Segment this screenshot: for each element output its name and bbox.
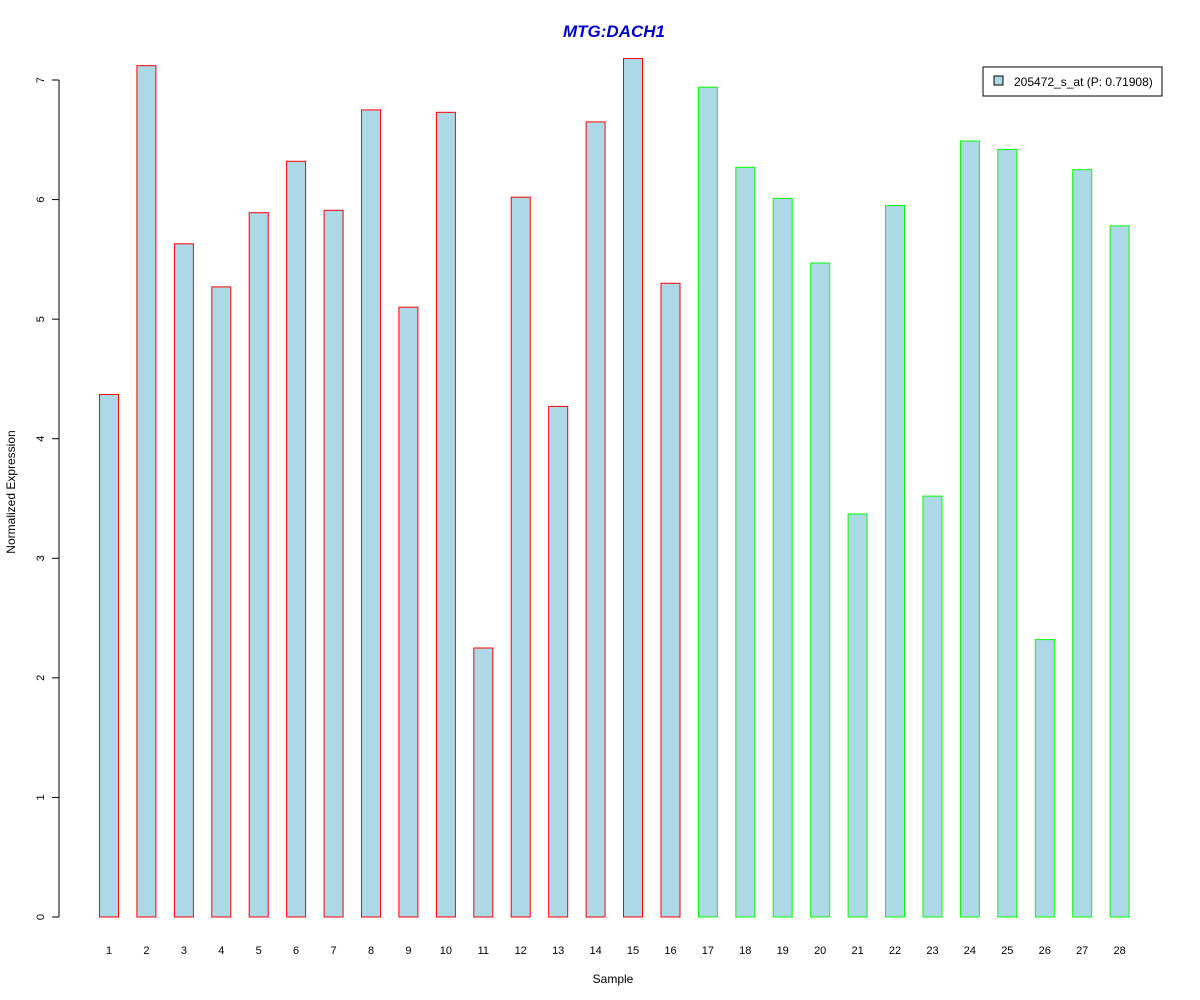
x-tick-label: 9 [405, 945, 411, 957]
legend-entry-label: 205472_s_at (P: 0.71908) [1014, 75, 1153, 89]
bar-sample-15 [623, 58, 643, 918]
x-tick-label: 19 [777, 945, 789, 957]
bar-sample-26 [1034, 639, 1055, 918]
bar-sample-11 [473, 647, 494, 918]
x-tick-label: 4 [218, 945, 224, 957]
bar-sample-25 [997, 148, 1018, 918]
bar-sample-4 [211, 286, 232, 918]
bar-sample-28 [1109, 225, 1130, 918]
bar-sample-14 [585, 121, 606, 918]
y-tick-label: 6 [35, 197, 47, 203]
y-tick-label: 0 [35, 914, 47, 920]
x-tick-label: 17 [702, 945, 714, 957]
x-tick-label: 15 [627, 945, 639, 957]
y-axis-label: Normalized Expression [4, 430, 18, 553]
bar-sample-5 [248, 212, 269, 918]
x-tick-label: 12 [515, 945, 527, 957]
bar-sample-1 [99, 394, 119, 918]
bar-sample-6 [286, 160, 307, 918]
bar-sample-19 [772, 197, 793, 918]
x-tick-label: 11 [478, 945, 489, 957]
legend-swatch [993, 75, 1004, 86]
x-tick-labels: 1 2 3 4 5 6 7 8 9 10 11 12 13 14 15 16 17 18 19 20 21 22 23 24 2… [106, 945, 1126, 957]
x-tick-label: 27 [1076, 945, 1088, 957]
x-tick-label: 13 [552, 945, 564, 957]
x-tick-label: 22 [889, 945, 901, 957]
bar-sample-22 [885, 205, 905, 918]
x-tick-label: 3 [181, 945, 187, 957]
x-tick-label: 25 [1001, 945, 1013, 957]
x-tick-label: 16 [664, 945, 676, 957]
bar-sample-23 [922, 495, 943, 918]
x-tick-label: 28 [1113, 945, 1125, 957]
x-tick-label: 5 [256, 945, 262, 957]
x-tick-label: 26 [1039, 945, 1051, 957]
x-tick-label: 6 [293, 945, 299, 957]
legend-box [982, 66, 1163, 97]
x-tick-label: 1 [106, 945, 112, 957]
bar-sample-7 [323, 209, 344, 918]
y-tick-label: 2 [35, 675, 47, 681]
bar-sample-20 [810, 262, 831, 918]
x-tick-label: 8 [368, 945, 374, 957]
bar-sample-27 [1072, 169, 1093, 918]
x-tick-label: 23 [926, 945, 938, 957]
legend: 205472_s_at (P: 0.71908) [982, 66, 1163, 97]
bar-sample-2 [136, 65, 157, 918]
bar-sample-12 [510, 196, 531, 918]
y-tick-label: 7 [35, 77, 47, 83]
bar-sample-8 [361, 109, 381, 918]
bar-sample-13 [548, 405, 569, 918]
y-axis: 0 1 2 3 4 5 6 7 [35, 77, 60, 920]
bar-sample-18 [735, 166, 756, 918]
bar-sample-3 [173, 243, 194, 918]
y-tick-label: 4 [35, 436, 47, 442]
y-tick-label: 5 [35, 316, 47, 322]
bar-sample-9 [398, 306, 419, 918]
chart-title: MTG:DACH1 [563, 22, 665, 41]
x-tick-label: 7 [331, 945, 337, 957]
y-tick-label: 3 [35, 555, 47, 561]
bars-group [99, 58, 1130, 918]
x-tick-label: 10 [440, 945, 452, 957]
bar-sample-10 [435, 111, 456, 918]
x-tick-label: 20 [814, 945, 826, 957]
x-tick-label: 14 [589, 945, 601, 957]
bar-sample-17 [697, 86, 718, 918]
x-tick-label: 24 [964, 945, 976, 957]
bar-sample-16 [660, 282, 681, 918]
bar-sample-24 [959, 140, 980, 918]
bar-sample-21 [847, 513, 868, 918]
x-tick-label: 2 [143, 945, 149, 957]
x-tick-label: 18 [739, 945, 751, 957]
y-tick-label: 1 [35, 794, 47, 800]
x-axis-label: Sample [593, 972, 634, 986]
x-tick-label: 21 [851, 945, 863, 957]
